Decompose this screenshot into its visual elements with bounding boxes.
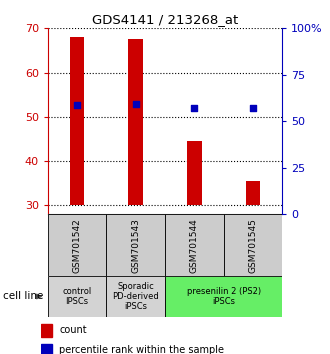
- Point: [250, 105, 255, 111]
- Bar: [246, 181, 260, 205]
- Bar: [106, 214, 165, 276]
- Title: GDS4141 / 213268_at: GDS4141 / 213268_at: [92, 13, 238, 26]
- Text: GSM701542: GSM701542: [73, 218, 82, 273]
- Bar: [48, 214, 106, 276]
- Point: [75, 103, 80, 108]
- Bar: [165, 214, 224, 276]
- Text: control
IPSCs: control IPSCs: [62, 287, 92, 306]
- Point: [133, 101, 138, 107]
- Bar: [106, 276, 165, 317]
- Bar: [41, 324, 52, 337]
- Bar: [224, 214, 282, 276]
- Bar: [187, 141, 202, 205]
- Text: cell line: cell line: [3, 291, 44, 302]
- Bar: [70, 37, 84, 205]
- Text: GSM701545: GSM701545: [248, 218, 257, 273]
- Bar: [41, 344, 52, 354]
- Text: GSM701544: GSM701544: [190, 218, 199, 273]
- Bar: [165, 276, 282, 317]
- Point: [192, 105, 197, 111]
- Bar: [128, 39, 143, 205]
- Text: count: count: [59, 325, 87, 336]
- Text: percentile rank within the sample: percentile rank within the sample: [59, 345, 224, 354]
- Text: presenilin 2 (PS2)
iPSCs: presenilin 2 (PS2) iPSCs: [186, 287, 261, 306]
- Bar: [48, 276, 106, 317]
- Text: Sporadic
PD-derived
iPSCs: Sporadic PD-derived iPSCs: [112, 281, 159, 312]
- Text: GSM701543: GSM701543: [131, 218, 140, 273]
